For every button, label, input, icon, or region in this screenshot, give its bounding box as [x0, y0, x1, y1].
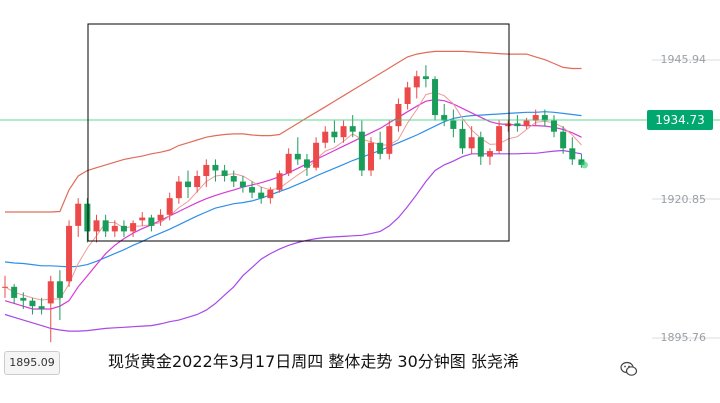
candle-body: [551, 120, 557, 132]
candle-body: [203, 164, 210, 177]
candle-body: [532, 115, 539, 121]
candle-body: [249, 187, 256, 193]
y-tick-middle: 1920.85: [660, 193, 707, 206]
candle-body: [413, 76, 420, 88]
candle-body: [38, 306, 45, 309]
candle-body: [239, 181, 246, 188]
candle-body: [267, 189, 274, 199]
candle-body: [20, 297, 27, 301]
candle-body: [75, 203, 82, 226]
candle-body: [194, 176, 201, 188]
candle-body: [276, 173, 283, 190]
candle-body: [221, 170, 228, 177]
candle-body: [56, 281, 63, 298]
candle-body: [404, 87, 411, 104]
candle-body: [477, 137, 484, 157]
candle-body: [139, 217, 146, 221]
wechat-icon: [620, 361, 638, 376]
candle-body: [313, 142, 320, 168]
candle-body: [102, 220, 109, 232]
candle-body: [441, 115, 448, 121]
moving-average-magenta-line: [4, 98, 582, 310]
candle-body: [569, 148, 576, 160]
candle-body: [230, 176, 237, 182]
candle-body: [111, 225, 118, 232]
candle-body: [523, 120, 530, 127]
bollinger-upper-line: [5, 50, 582, 213]
candle-body: [185, 181, 191, 188]
candle-body: [349, 126, 356, 132]
candle-body: [157, 214, 164, 221]
candle-body: [84, 203, 91, 232]
candle-body: [166, 198, 173, 215]
moving-average-pink-line: [4, 91, 582, 301]
candle-body: [468, 137, 475, 149]
y-tick-top: 1945.94: [660, 53, 707, 66]
bollinger-lower-line: [4, 149, 582, 332]
candle-body: [130, 223, 137, 232]
candle-body: [322, 131, 329, 143]
candle-body: [66, 225, 73, 282]
current-price-tag: 1934.73: [647, 110, 713, 130]
candle-body: [541, 115, 548, 121]
candle-body: [47, 281, 54, 304]
candle-body: [285, 153, 292, 174]
candle-body: [11, 286, 18, 298]
chart-title: 现货黄金2022年3月17日周四 整体走势 30分钟图 张尧浠: [108, 352, 519, 371]
candle-body: [93, 220, 100, 232]
candle-body: [294, 153, 301, 160]
candle-body: [459, 128, 466, 149]
low-price-tag: 1895.09: [4, 351, 60, 375]
candle-body: [486, 151, 493, 157]
candle-body: [432, 79, 439, 116]
candle-body: [148, 217, 155, 226]
candle-body: [514, 123, 521, 127]
candle-body: [386, 126, 393, 154]
candle-body: [358, 131, 365, 171]
candle-body: [505, 123, 512, 127]
current-price-dot: [580, 161, 588, 169]
candle-body: [368, 142, 374, 171]
candle-body: [2, 286, 8, 288]
candle-body: [303, 159, 310, 168]
candle-body: [395, 103, 402, 127]
candle-body: [560, 131, 567, 149]
range-box: [87, 23, 510, 242]
candle-body: [331, 131, 338, 138]
candle-body: [496, 126, 503, 152]
candle-body: [175, 181, 182, 199]
candle-body: [212, 164, 219, 171]
candle-body: [120, 225, 127, 232]
candle-body: [29, 300, 36, 307]
candle-body: [340, 126, 347, 138]
candle-body: [377, 142, 384, 154]
y-tick-bottom: 1895.76: [660, 331, 707, 344]
candle-body: [422, 76, 429, 80]
candle-body: [578, 159, 585, 165]
candle-body: [450, 120, 457, 129]
candle-body: [258, 192, 265, 199]
